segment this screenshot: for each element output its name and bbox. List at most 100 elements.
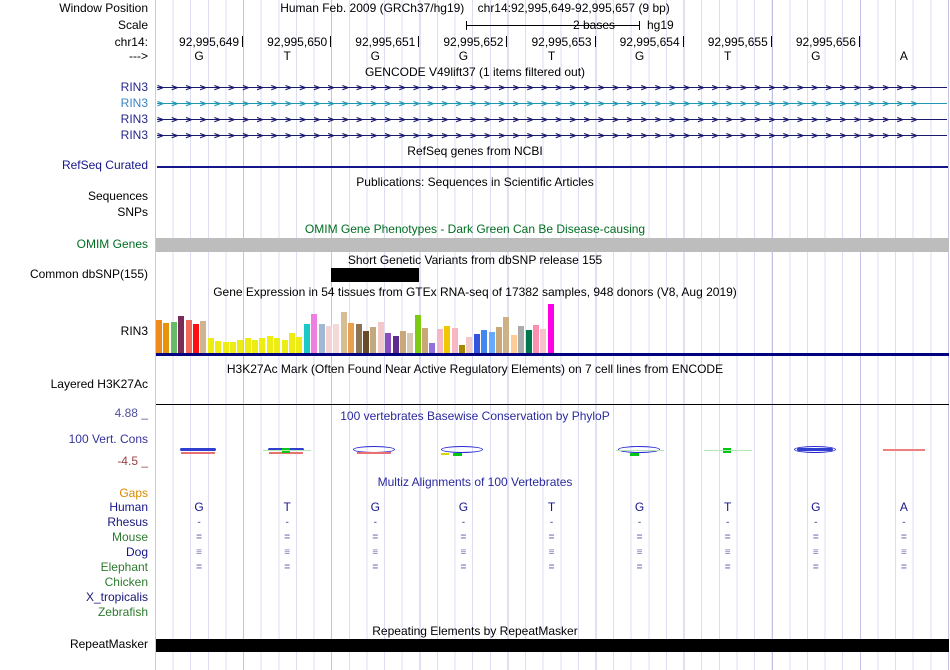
multiz-species-label[interactable]: Gaps xyxy=(119,486,148,500)
multiz-human-base: T xyxy=(724,500,732,514)
multiz-species-label[interactable]: Human xyxy=(109,500,148,514)
gtex-tissue-bar xyxy=(311,314,318,353)
multiz-alignment-mark: - xyxy=(285,517,289,528)
multiz-alignment-mark: = xyxy=(724,532,731,543)
gtex-tissue-bar xyxy=(252,339,259,353)
phylop-gdash xyxy=(453,453,463,456)
multiz-alignment-mark: = xyxy=(284,562,291,573)
multiz-alignment-mark: ≡ xyxy=(196,547,202,558)
gtex-tissue-bar xyxy=(178,315,185,353)
gencode-gene-label[interactable]: RIN3 xyxy=(120,96,148,110)
gene-line xyxy=(157,119,947,120)
gtex-track-title: Gene Expression in 54 tissues from GTEx … xyxy=(213,285,737,299)
gtex-tissue-bar xyxy=(370,327,377,353)
h3k27ac-baseline[interactable] xyxy=(155,404,949,405)
multiz-species-label[interactable]: X_tropicalis xyxy=(85,590,148,604)
gencode-gene-line[interactable]: >>>>>>>>>>>>>>>>>>>>>>>>>>>>>>>>>>>>>>>>… xyxy=(157,97,947,110)
phylop-lgreen xyxy=(615,450,664,451)
gencode-gene-line[interactable]: >>>>>>>>>>>>>>>>>>>>>>>>>>>>>>>>>>>>>>>>… xyxy=(157,129,947,142)
scale-bar-assembly: hg19 xyxy=(647,18,674,32)
multiz-species-label[interactable]: Zebrafish xyxy=(97,605,148,619)
chromosome-label: chr14: xyxy=(114,35,148,49)
gencode-gene-label[interactable]: RIN3 xyxy=(120,80,148,94)
gtex-gene-label[interactable]: RIN3 xyxy=(120,324,148,338)
gtex-tissue-bar xyxy=(215,340,222,353)
cons-max-value: 4.88 _ xyxy=(114,406,148,420)
gtex-tissue-bar xyxy=(503,316,510,353)
gencode-gene-label[interactable]: RIN3 xyxy=(120,128,148,142)
snps-label[interactable]: SNPs xyxy=(117,205,148,219)
ruler-tick xyxy=(506,36,508,47)
sequences-label[interactable]: Sequences xyxy=(87,189,148,203)
multiz-species-label[interactable]: Mouse xyxy=(111,530,148,544)
ruler-tick xyxy=(330,36,332,47)
dbsnp-variant-box[interactable] xyxy=(331,268,419,282)
ruler-base-letter: T xyxy=(547,49,556,63)
gtex-tissue-bar xyxy=(377,321,384,353)
gtex-tissue-bar xyxy=(259,338,266,353)
gencode-gene-line[interactable]: >>>>>>>>>>>>>>>>>>>>>>>>>>>>>>>>>>>>>>>>… xyxy=(157,81,947,94)
multiz-species-label[interactable]: Dog xyxy=(125,545,148,559)
gene-line xyxy=(157,135,947,136)
refseq-curated-label[interactable]: RefSeq Curated xyxy=(61,158,148,172)
phylop-bluebar xyxy=(796,448,833,451)
gencode-gene-label[interactable]: RIN3 xyxy=(120,112,148,126)
repeatmasker-label[interactable]: RepeatMasker xyxy=(69,637,148,651)
gtex-expression-bars[interactable] xyxy=(156,301,576,353)
gtex-tissue-bar xyxy=(392,336,399,353)
ruler-base-letter: G xyxy=(811,49,821,63)
gtex-tissue-bar xyxy=(473,334,480,353)
gtex-tissue-bar xyxy=(436,329,443,353)
phylop-glyph xyxy=(880,444,928,457)
window-position-label: Window Position xyxy=(59,1,148,15)
ruler-base-letter: G xyxy=(634,49,645,63)
phylop-red xyxy=(181,452,216,454)
ruler-position-number: 92,995,656 xyxy=(795,35,856,49)
phylop-glyph xyxy=(615,444,664,457)
multiz-species-label[interactable]: Elephant xyxy=(100,560,148,574)
multiz-alignment-mark: ≡ xyxy=(548,547,555,558)
ruler-base-letter: A xyxy=(899,49,908,63)
layered-h3k27ac-label[interactable]: Layered H3K27Ac xyxy=(50,377,148,391)
phylop-lgreen xyxy=(263,450,312,451)
multiz-human-base: A xyxy=(899,500,908,514)
gtex-tissue-bar xyxy=(333,324,340,353)
vert-cons-label[interactable]: 100 Vert. Cons xyxy=(68,432,148,446)
gtex-tissue-bar xyxy=(303,324,310,353)
multiz-species-label[interactable]: Chicken xyxy=(104,575,148,589)
omim-genes-label[interactable]: OMIM Genes xyxy=(76,237,148,251)
phylop-glyph xyxy=(175,444,223,457)
phylop-lens xyxy=(617,446,660,453)
gtex-tissue-bar xyxy=(451,328,458,353)
phylop-red xyxy=(269,452,304,454)
ruler-tick xyxy=(242,36,244,47)
phylop-lens xyxy=(441,446,484,453)
gtex-tissue-bar xyxy=(274,338,281,353)
gtex-tissue-bar xyxy=(362,331,369,353)
gtex-tissue-bar xyxy=(281,340,288,353)
gtex-tissue-bar xyxy=(185,319,192,353)
ruler-base-letter: G xyxy=(194,49,204,63)
gtex-baseline xyxy=(155,353,949,356)
gtex-tissue-bar xyxy=(488,332,495,353)
gencode-gene-line[interactable]: >>>>>>>>>>>>>>>>>>>>>>>>>>>>>>>>>>>>>>>>… xyxy=(157,113,947,126)
assembly-title: Human Feb. 2009 (GRCh37/hg19) xyxy=(280,1,465,15)
gtex-tissue-bar xyxy=(340,312,347,353)
multiz-human-base: G xyxy=(634,500,645,514)
common-dbsnp-label[interactable]: Common dbSNP(155) xyxy=(29,267,148,281)
refseq-gene-line[interactable] xyxy=(157,166,948,168)
ruler-position-number: 92,995,650 xyxy=(267,35,328,49)
omim-gene-bar[interactable] xyxy=(155,238,949,252)
scale-bar-tick-left xyxy=(466,21,467,30)
repeatmasker-element-bar[interactable] xyxy=(155,639,949,652)
multiz-alignment-mark: - xyxy=(461,517,466,528)
multiz-alignment-mark: = xyxy=(636,562,643,573)
multiz-alignment-mark: = xyxy=(812,532,819,543)
multiz-human-base: T xyxy=(547,500,556,514)
multiz-species-label[interactable]: Rhesus xyxy=(107,515,148,529)
gene-line xyxy=(157,103,947,104)
gtex-tissue-bar xyxy=(296,337,303,353)
cons-min-value: -4.5 _ xyxy=(117,454,148,468)
gencode-track-title: GENCODE V49lift37 (1 items filtered out) xyxy=(364,65,586,79)
